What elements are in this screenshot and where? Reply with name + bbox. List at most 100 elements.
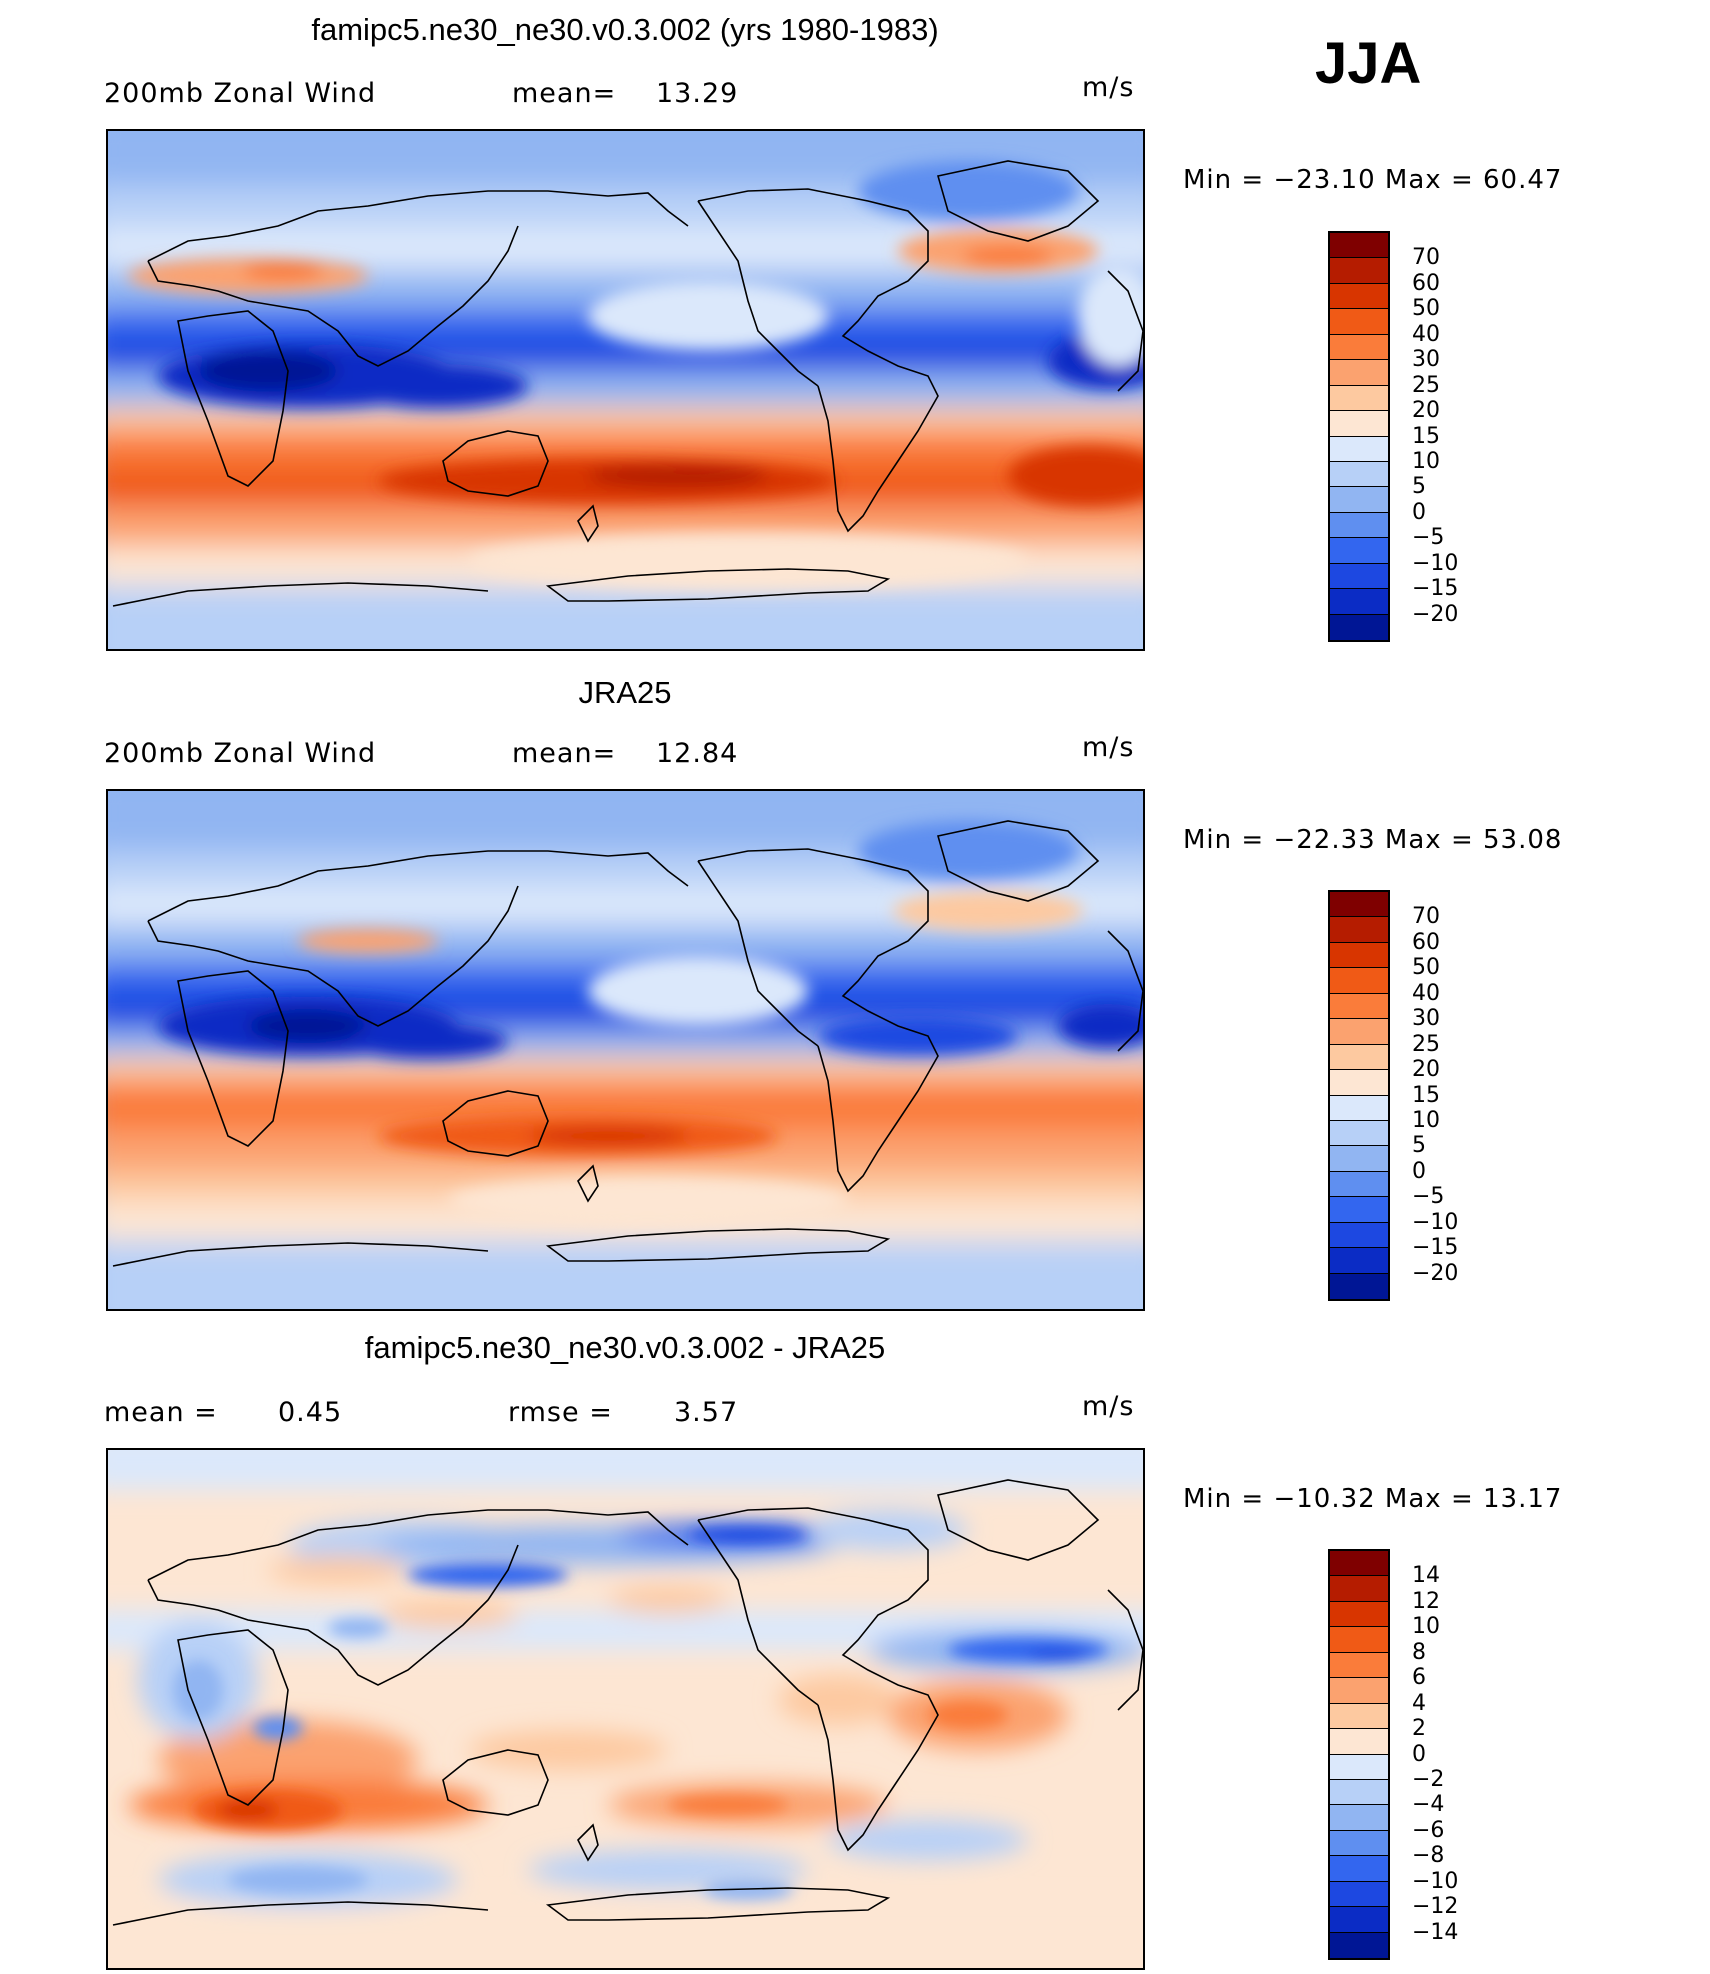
- panel-2-colorbar-swatch: [1330, 1095, 1388, 1121]
- panel-3-colorbar-swatch: [1330, 1907, 1388, 1933]
- panel-2-colorbar-tick-label: 15: [1412, 1082, 1440, 1108]
- panel-1-min-max: Min = −23.10 Max = 60.47: [1183, 165, 1563, 195]
- panel-2-colorbar-swatch: [1330, 968, 1388, 994]
- panel-3-min-max: Min = −10.32 Max = 13.17: [1183, 1484, 1563, 1514]
- panel-1-colorbar-swatch: [1330, 512, 1388, 539]
- panel-3-colorbar-tick-label: 10: [1412, 1614, 1440, 1640]
- panel-1-colorbar-swatch: [1330, 614, 1388, 640]
- panel-1-colorbar-tick-label: 15: [1412, 423, 1440, 449]
- panel-1-colorbar-swatch: [1330, 283, 1388, 310]
- panel-3-colorbar-tick-label: −6: [1412, 1817, 1445, 1843]
- panel-1-colorbar-swatch: [1330, 589, 1388, 615]
- panel-3-colorbar-swatch: [1330, 1627, 1388, 1653]
- panel-3-contour-field: [108, 1450, 1143, 1968]
- panel-2-colorbar-swatch: [1330, 1120, 1388, 1147]
- panel-1-colorbar-tick-label: 5: [1412, 474, 1426, 500]
- panel-2-colorbar-tick-label: 40: [1412, 980, 1440, 1006]
- panel-3-colorbar-tick-label: −14: [1412, 1919, 1459, 1945]
- panel-3-colorbar-tick-label: −4: [1412, 1792, 1445, 1818]
- panel-2-mean-label: mean=: [512, 738, 617, 769]
- panel-1-colorbar-swatch: [1330, 538, 1388, 564]
- panel-2-colorbar-swatch: [1330, 1146, 1388, 1172]
- panel-3-colorbar-swatch: [1330, 1856, 1388, 1882]
- panel-1-colorbar-swatch: [1330, 461, 1388, 488]
- panel-3-colorbar-swatch: [1330, 1881, 1388, 1908]
- panel-2-colorbar-tick-label: −20: [1412, 1260, 1459, 1286]
- panel-3-colorbar-swatch: [1330, 1576, 1388, 1602]
- panel-3-title: famipc5.ne30_ne30.v0.3.002 - JRA25: [364, 1330, 886, 1365]
- panel-3-colorbar-tick-label: 8: [1412, 1639, 1426, 1665]
- panel-3-mean-label: mean =: [104, 1397, 218, 1428]
- panel-2-units: m/s: [1082, 732, 1135, 763]
- panel-3-colorbar-swatch: [1330, 1779, 1388, 1806]
- panel-2-colorbar-tick-label: 25: [1412, 1031, 1440, 1057]
- panel-2-colorbar-tick-label: 10: [1412, 1107, 1440, 1133]
- panel-2-colorbar-swatch: [1330, 993, 1388, 1020]
- panel-3-colorbar-swatch: [1330, 1754, 1388, 1780]
- panel-3-map: [106, 1448, 1145, 1970]
- panel-1-colorbar-tick-label: −5: [1412, 525, 1445, 551]
- panel-3-colorbar-swatch: [1330, 1551, 1388, 1577]
- panel-2-map: [106, 789, 1145, 1311]
- panel-3-colorbar-swatch: [1330, 1678, 1388, 1704]
- panel-2-colorbar-swatch: [1330, 1171, 1388, 1198]
- panel-2-colorbar-tick-label: −5: [1412, 1184, 1445, 1210]
- panel-1-variable-label: 200mb Zonal Wind: [104, 78, 377, 109]
- panel-3-colorbar-tick-label: 2: [1412, 1716, 1426, 1742]
- panel-2-colorbar-tick-label: −15: [1412, 1235, 1459, 1261]
- panel-3-colorbar-swatch: [1330, 1830, 1388, 1857]
- panel-1-colorbar-tick-label: −10: [1412, 550, 1459, 576]
- panel-3-colorbar-tick-label: −10: [1412, 1868, 1459, 1894]
- panel-1-colorbar-swatch: [1330, 334, 1388, 361]
- panel-1-colorbar-tick-label: 10: [1412, 448, 1440, 474]
- panel-2-mean-value: 12.84: [656, 738, 739, 769]
- panel-2-colorbar-swatch: [1330, 1273, 1388, 1299]
- panel-1-colorbar-swatch: [1330, 487, 1388, 513]
- panel-1-colorbar-swatch: [1330, 233, 1388, 259]
- panel-2-colorbar: [1328, 890, 1390, 1301]
- panel-3-colorbar: [1328, 1549, 1390, 1960]
- season-label: JJA: [1315, 31, 1422, 96]
- panel-1-mean-value: 13.29: [656, 78, 739, 109]
- panel-3-rmse-value: 3.57: [674, 1397, 739, 1428]
- panel-2-min-max: Min = −22.33 Max = 53.08: [1183, 825, 1563, 855]
- panel-2-colorbar-swatch: [1330, 942, 1388, 969]
- panel-1-colorbar: [1328, 231, 1390, 642]
- panel-2-colorbar-swatch: [1330, 1248, 1388, 1274]
- panel-3-colorbar-tick-label: −12: [1412, 1894, 1459, 1920]
- panel-3-colorbar-swatch: [1330, 1601, 1388, 1628]
- panel-1-colorbar-tick-label: 60: [1412, 270, 1440, 296]
- panel-3-coastlines: [112, 1479, 1143, 1926]
- panel-2-colorbar-swatch: [1330, 1197, 1388, 1223]
- panel-3-colorbar-swatch: [1330, 1703, 1388, 1730]
- panel-2-colorbar-tick-label: 50: [1412, 955, 1440, 981]
- panel-2-contour-field: [108, 791, 1143, 1309]
- panel-2-coastlines: [112, 820, 1143, 1267]
- panel-1-colorbar-tick-label: 20: [1412, 398, 1440, 424]
- panel-3-colorbar-swatch: [1330, 1932, 1388, 1958]
- panel-1-colorbar-swatch: [1330, 258, 1388, 284]
- panel-1-units: m/s: [1082, 72, 1135, 103]
- panel-2-colorbar-swatch: [1330, 1222, 1388, 1249]
- panel-2-colorbar-tick-label: 30: [1412, 1006, 1440, 1032]
- panel-1-colorbar-tick-label: 50: [1412, 296, 1440, 322]
- panel-1-colorbar-swatch: [1330, 385, 1388, 412]
- panel-2-colorbar-tick-label: 20: [1412, 1057, 1440, 1083]
- panel-3-colorbar-tick-label: 0: [1412, 1741, 1426, 1767]
- panel-2-title: JRA25: [578, 675, 672, 710]
- panel-1-title: famipc5.ne30_ne30.v0.3.002 (yrs 1980-198…: [311, 12, 939, 47]
- panel-1-contour-field: [108, 131, 1143, 649]
- panel-1-colorbar-swatch: [1330, 360, 1388, 386]
- panel-2-variable-label: 200mb Zonal Wind: [104, 738, 377, 769]
- panel-3-units: m/s: [1082, 1391, 1135, 1422]
- panel-1-coastlines: [112, 160, 1143, 607]
- panel-1-colorbar-swatch: [1330, 436, 1388, 462]
- panel-3-colorbar-tick-label: 4: [1412, 1690, 1426, 1716]
- panel-3-colorbar-tick-label: 6: [1412, 1665, 1426, 1691]
- panel-1-map: [106, 129, 1145, 651]
- panel-2-colorbar-tick-label: 5: [1412, 1133, 1426, 1159]
- panel-1-colorbar-tick-label: 70: [1412, 245, 1440, 271]
- panel-2-colorbar-swatch: [1330, 1019, 1388, 1045]
- panel-1-colorbar-tick-label: 30: [1412, 347, 1440, 373]
- panel-3-colorbar-tick-label: −2: [1412, 1766, 1445, 1792]
